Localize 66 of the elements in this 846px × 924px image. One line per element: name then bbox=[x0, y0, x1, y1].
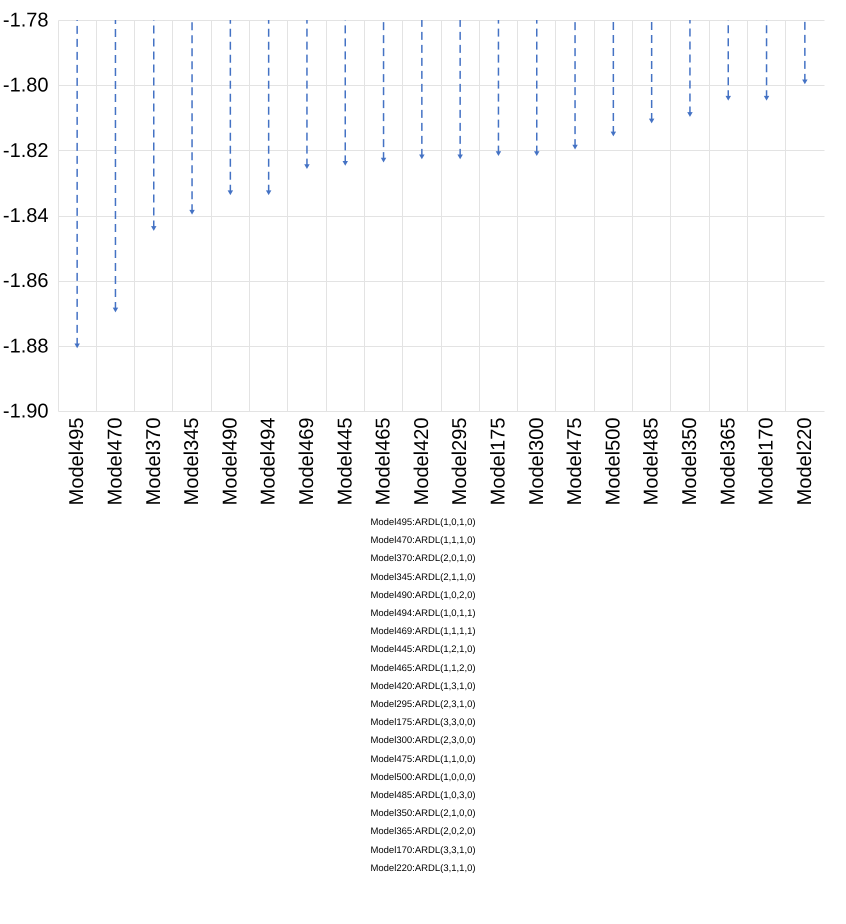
point bbox=[726, 96, 731, 101]
text: Model475:ARDL(1,1,0,0) bbox=[369, 752, 477, 767]
point bbox=[648, 118, 654, 124]
point bbox=[572, 144, 578, 150]
text: Model170:ARDL(3,3,1,0) bbox=[369, 844, 477, 858]
x-tick-label: Model475 bbox=[564, 418, 586, 506]
x-tick-label: Model420 bbox=[410, 418, 433, 506]
x-tick-label: Model170 bbox=[756, 418, 778, 506]
text: Model345:ARDL(2,1,1,0) bbox=[369, 570, 477, 585]
x-tick-label: Model300 bbox=[526, 418, 548, 506]
x-tick-label: Model494 bbox=[258, 418, 280, 506]
text: Model445:ARDL(1,2,1,0) bbox=[369, 643, 477, 658]
x-tick-label: Model295 bbox=[449, 418, 472, 506]
point bbox=[266, 190, 272, 196]
point bbox=[151, 226, 156, 231]
x-tick-label: Model470 bbox=[104, 418, 126, 506]
x-tick-label: Model500 bbox=[602, 418, 624, 506]
x-tick-label: Model495 bbox=[66, 418, 88, 506]
text: Model295:ARDL(2,3,1,0) bbox=[369, 698, 477, 712]
point bbox=[419, 154, 425, 160]
text: Model175:ARDL(3,3,0,0) bbox=[369, 716, 477, 730]
text: Model470:ARDL(1,1,1,0) bbox=[369, 534, 477, 548]
point bbox=[457, 154, 463, 160]
text: Model350:ARDL(2,1,0,0) bbox=[369, 807, 477, 822]
text: Model469:ARDL(1,1,1,1) bbox=[369, 625, 477, 640]
y-tick-label: -1.90 bbox=[2, 400, 48, 422]
y-tick-label: -1.88 bbox=[2, 335, 48, 358]
point bbox=[74, 343, 80, 348]
x-tick-label: Model370 bbox=[142, 418, 165, 506]
point bbox=[802, 80, 808, 84]
text: Model420:ARDL(1,3,1,0) bbox=[369, 680, 477, 694]
point bbox=[112, 308, 118, 312]
y-tick-label: -1.84 bbox=[2, 205, 48, 227]
point bbox=[764, 96, 770, 101]
text: Model300:ARDL(2,3,0,0) bbox=[369, 734, 477, 748]
point bbox=[342, 160, 348, 166]
point bbox=[687, 112, 693, 117]
text: Model370:ARDL(2,0,1,0) bbox=[369, 552, 477, 566]
x-tick-label: Model465 bbox=[372, 418, 395, 506]
x-tick-label: Model345 bbox=[181, 418, 204, 506]
point bbox=[189, 210, 195, 215]
x-tick-label: Model485 bbox=[640, 418, 663, 506]
point bbox=[534, 151, 540, 156]
text: Model220:ARDL(3,1,1,0) bbox=[369, 862, 477, 876]
x-tick-label: Model469 bbox=[296, 418, 318, 506]
point bbox=[610, 132, 616, 136]
x-tick-label: Model175 bbox=[487, 418, 510, 506]
text: Model495:ARDL(1,0,1,0) bbox=[369, 516, 477, 530]
x-tick-label: Model445 bbox=[334, 418, 356, 506]
text: Model490:ARDL(1,0,2,0) bbox=[369, 588, 477, 603]
y-tick-label: -1.78 bbox=[2, 10, 48, 32]
x-tick-label: Model220 bbox=[794, 418, 816, 506]
point bbox=[228, 190, 234, 196]
point bbox=[496, 151, 502, 156]
text: Model494:ARDL(1,0,1,1) bbox=[369, 607, 477, 622]
x-tick-label: Model365 bbox=[717, 418, 740, 506]
text: Model485:ARDL(1,0,3,0) bbox=[369, 789, 477, 804]
x-tick-label: Model490 bbox=[219, 418, 242, 506]
y-tick-label: -1.86 bbox=[2, 270, 48, 292]
y-tick-label: -1.80 bbox=[2, 74, 48, 97]
y-tick-label: -1.82 bbox=[2, 140, 48, 162]
text: Model365:ARDL(2,0,2,0) bbox=[369, 825, 477, 840]
point bbox=[380, 158, 386, 162]
x-tick-label: Model350 bbox=[678, 418, 701, 506]
text: Model500:ARDL(1,0,0,0) bbox=[369, 770, 477, 785]
text: Model465:ARDL(1,1,2,0) bbox=[369, 662, 477, 676]
